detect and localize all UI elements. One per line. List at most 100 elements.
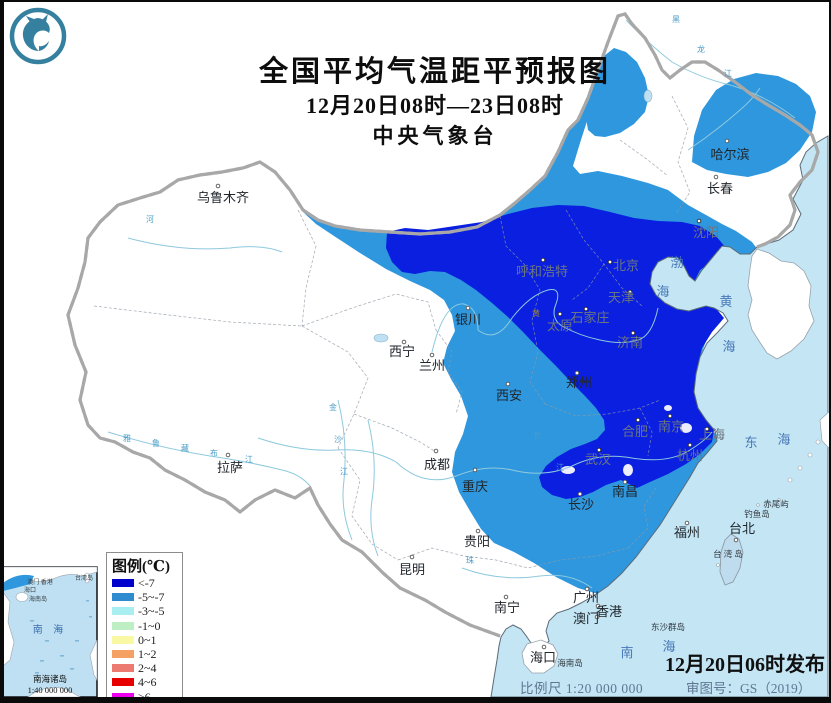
city-marker (583, 306, 589, 312)
city-marker (596, 447, 602, 453)
city-label: 广州 (573, 590, 599, 605)
city-label: 济南 (617, 335, 643, 350)
city-marker (733, 537, 739, 543)
city-label: 长沙 (568, 497, 594, 512)
city-marker (622, 479, 628, 485)
city-marker (541, 644, 547, 650)
rivers (107, 19, 796, 589)
city-label: 南昌 (612, 484, 638, 499)
city-label: 郑州 (566, 375, 592, 390)
legend-item: -3~-5 (112, 604, 182, 618)
city-label: 乌鲁木齐 (197, 190, 249, 205)
city-marker (577, 491, 583, 497)
legend-item: 0~1 (112, 633, 182, 647)
city-label: 哈尔滨 (710, 147, 749, 162)
city-label: 昆明 (399, 562, 425, 577)
city-label: 长春 (707, 181, 733, 196)
legend-title: 图例(℃) (112, 559, 170, 575)
river-name-char: 江 (724, 69, 732, 78)
legend-label: <-7 (138, 576, 155, 591)
legend-swatch (112, 678, 134, 687)
legend-swatch (112, 692, 134, 701)
city-marker (475, 528, 481, 534)
city-marker (607, 259, 613, 265)
province-boundaries (93, 95, 691, 569)
city-marker (225, 452, 231, 458)
city-marker (557, 311, 563, 317)
city-label: 天津 (608, 290, 634, 305)
legend-item: 4~6 (112, 675, 182, 689)
city-marker (429, 352, 435, 358)
city-label: 北京 (613, 258, 639, 273)
anomaly-region-below-minus7 (386, 205, 726, 499)
river-name-char: 江 (245, 455, 253, 464)
river-name-char: 长 (533, 430, 541, 440)
city-marker (594, 614, 600, 620)
city-marker (635, 417, 641, 423)
legend-item: 1~2 (112, 647, 182, 661)
kyushu-corner (819, 409, 831, 451)
map-title: 全国平均气温距平预报图 (258, 56, 611, 88)
legend-item: -5~-7 (112, 590, 182, 604)
inset-place-label: 台湾岛 (75, 574, 93, 582)
city-label: 西安 (496, 388, 522, 403)
legend-label: -5~-7 (138, 590, 165, 605)
city-label: 南京 (658, 419, 684, 434)
lakes (561, 405, 692, 476)
city-marker (505, 381, 511, 387)
inset-title: 南海诸岛 (33, 674, 67, 684)
city-marker (409, 554, 415, 560)
city-marker (595, 603, 601, 609)
city-label: 沈阳 (693, 225, 719, 240)
sea-name-char: 海 (656, 284, 669, 299)
city-label: 台北 (729, 521, 755, 536)
city-marker (472, 467, 478, 473)
city-label: 重庆 (462, 479, 488, 494)
inset-place-label: 海南岛 (29, 595, 47, 603)
city-marker (667, 413, 673, 419)
city-label: 太原 (547, 318, 573, 333)
approval-number: 审图号：GS（2019）3082号 (686, 681, 812, 703)
legend-item: 2~4 (112, 661, 182, 675)
legend-label: -3~-5 (138, 604, 165, 619)
inset-place-label: 海口 (24, 586, 36, 594)
river-name-char: 布 (210, 448, 218, 458)
legend-swatch (112, 593, 134, 602)
city-label: 石家庄 (570, 310, 609, 325)
inset-island-dots (30, 600, 92, 674)
city-marker (687, 442, 693, 448)
city-label: 西宁 (389, 344, 415, 359)
city-label: 南宁 (494, 600, 520, 615)
korea-peninsula (747, 248, 815, 360)
legend-swatch (112, 664, 134, 673)
city-marker (696, 218, 702, 224)
city-marker (401, 339, 407, 345)
city-label: 上海 (699, 427, 725, 442)
city-label: 香港 (596, 604, 622, 619)
city-marker (584, 586, 590, 592)
sea-name-char: 东 (744, 435, 757, 450)
city-marker (704, 426, 710, 432)
island-label: 赤尾屿 (763, 499, 789, 509)
city-label: 成都 (424, 457, 450, 472)
cma-dragon-logo-icon (9, 7, 67, 65)
sea-name-char: 南 (620, 645, 633, 660)
sea-name-char: 海 (722, 339, 735, 354)
agency-name: 中央气象台 (372, 124, 498, 148)
legend-label: 1~2 (138, 647, 157, 662)
legend-label: 0~1 (138, 632, 157, 647)
forecast-period: 12月20日08时—23日08时 (305, 93, 564, 118)
sea-name-char: 海 (662, 639, 675, 654)
legend-item: <-7 (112, 576, 182, 590)
ryukyu-islands (716, 439, 821, 567)
legend-label: 2~4 (138, 661, 157, 676)
temperature-legend: 图例(℃) <-7 -5~-7 -3~-5 -1~0 0~1 1~2 2~4 4~6 ≥6 (106, 552, 183, 703)
river-name-char: 河 (146, 214, 154, 224)
island-label: 钓鱼岛 (744, 509, 770, 519)
city-label: 杭州 (677, 448, 703, 463)
